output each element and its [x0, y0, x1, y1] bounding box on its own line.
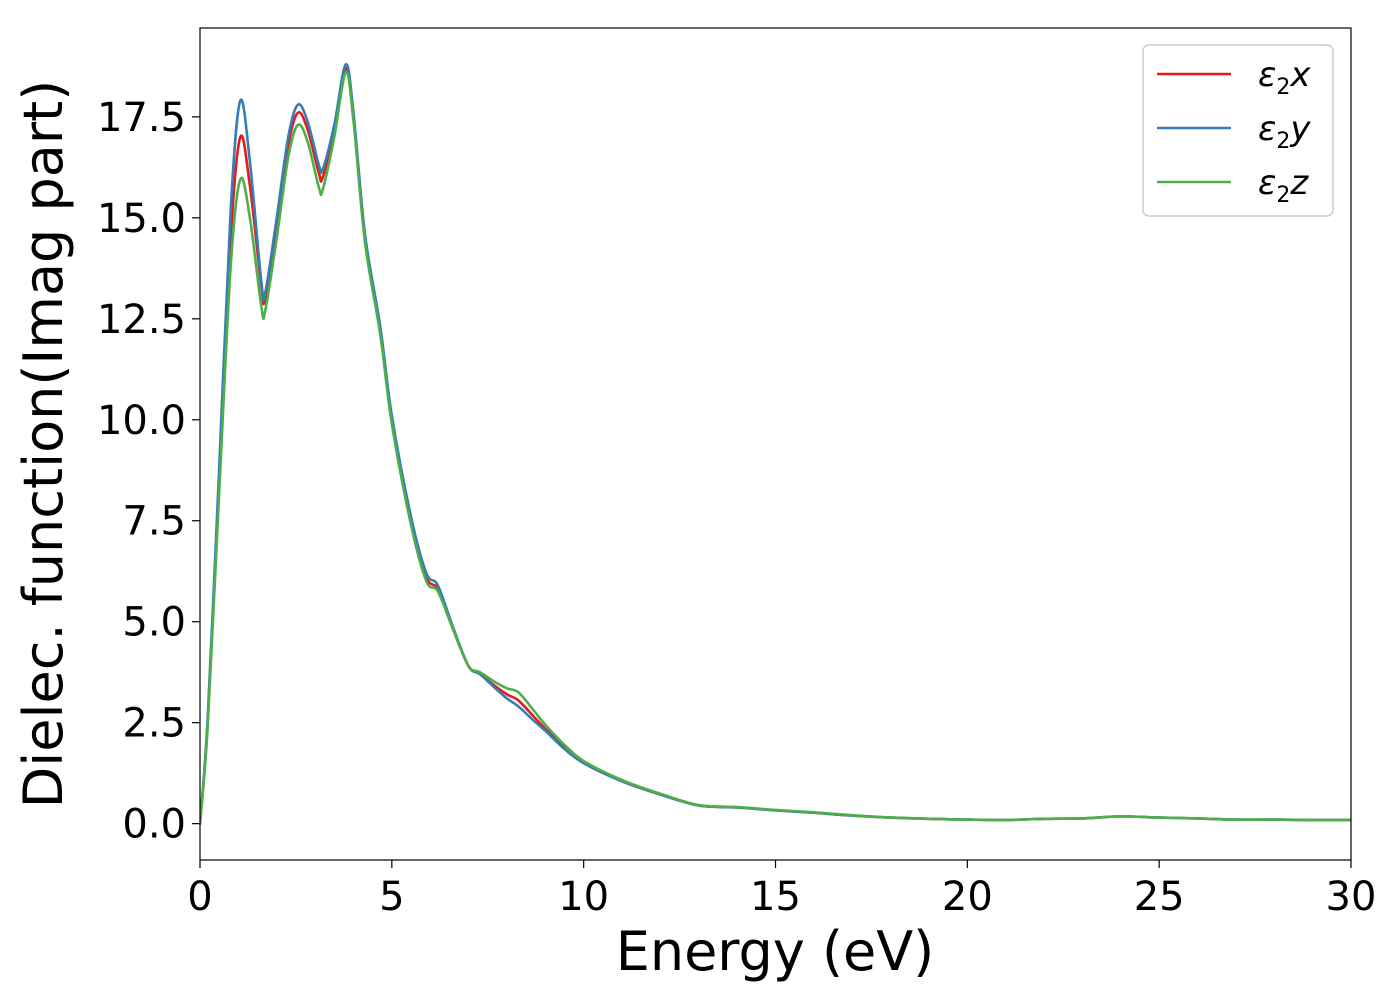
x-tick-label: 0 [187, 874, 212, 920]
y-tick-label: 10.0 [97, 398, 186, 444]
x-tick-label: 15 [750, 874, 801, 920]
legend-box [1142, 44, 1334, 217]
x-tick-label: 5 [379, 874, 404, 920]
x-axis: 0 5 10 15 20 25 30 [187, 860, 1376, 920]
legend: ε2x ε2y ε2z [1142, 44, 1334, 217]
y-tick-label: 15.0 [97, 196, 186, 242]
y-tick-label: 17.5 [97, 95, 186, 141]
y-tick-label: 12.5 [97, 297, 186, 343]
series-line-z [200, 71, 1351, 825]
x-axis-title: Energy (eV) [616, 920, 935, 983]
x-tick-label: 25 [1134, 874, 1185, 920]
y-tick-label: 2.5 [122, 701, 186, 747]
y-axis: 0.0 2.5 5.0 7.5 10.0 12.5 15.0 17.5 [97, 95, 200, 848]
x-tick-label: 10 [558, 874, 609, 920]
series-layer [200, 63, 1351, 825]
legend-label-z: ε2z [1258, 163, 1309, 208]
y-tick-label: 7.5 [122, 499, 186, 545]
legend-label-y: ε2y [1258, 109, 1311, 154]
x-tick-label: 30 [1326, 874, 1377, 920]
y-tick-label: 5.0 [122, 600, 186, 646]
y-tick-label: 0.0 [122, 802, 186, 848]
legend-label-x: ε2x [1258, 55, 1311, 100]
y-axis-title: Dielec. function(Imag part) [12, 80, 75, 809]
x-tick-label: 20 [942, 874, 993, 920]
